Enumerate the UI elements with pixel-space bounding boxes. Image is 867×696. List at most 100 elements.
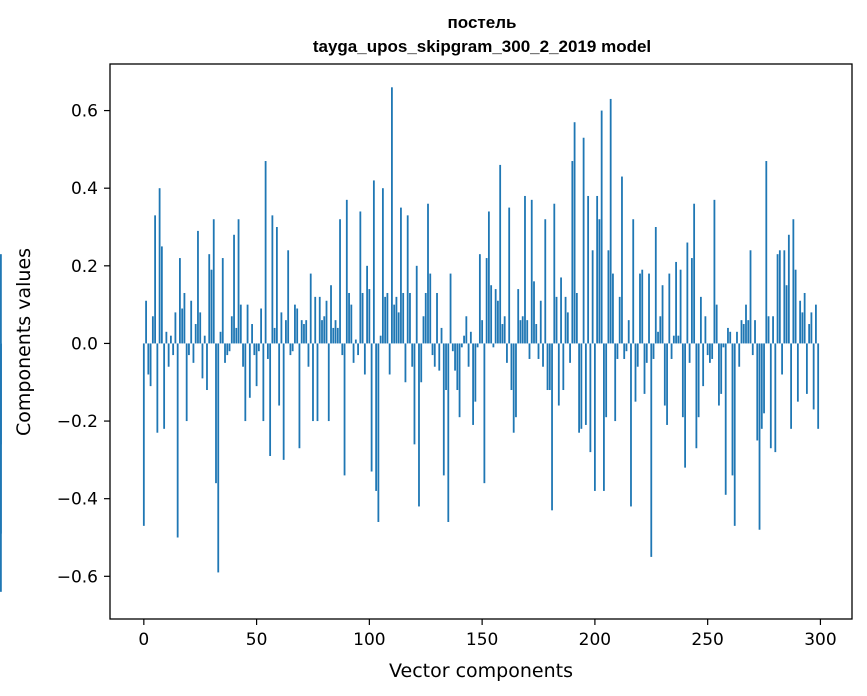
bar	[273, 327, 276, 344]
bar	[194, 324, 197, 344]
bar	[368, 289, 371, 344]
bar	[699, 296, 702, 344]
x-tick-label: 50	[246, 630, 268, 650]
chart-title: постель	[448, 13, 517, 32]
bar	[440, 327, 443, 344]
bar	[463, 335, 465, 344]
bar	[596, 195, 599, 344]
bar	[345, 199, 348, 344]
bar	[474, 343, 477, 402]
bar	[551, 343, 553, 511]
bar	[160, 246, 163, 344]
bar	[449, 273, 452, 344]
bar	[291, 343, 294, 352]
bar	[765, 161, 768, 344]
bar	[760, 343, 763, 429]
bar	[648, 273, 650, 344]
bar	[693, 203, 696, 344]
bar	[690, 258, 693, 344]
bar	[616, 343, 619, 359]
bar	[427, 203, 429, 344]
bar	[555, 296, 558, 344]
bar	[645, 343, 648, 363]
bar	[686, 242, 689, 344]
x-axis-ticks: 0 50 100 150 200 250 300	[138, 619, 837, 650]
bar	[307, 343, 310, 367]
bar	[609, 98, 612, 344]
bar	[817, 343, 820, 429]
bar	[503, 316, 506, 344]
bar	[517, 289, 520, 344]
bar	[724, 343, 727, 495]
bar	[501, 324, 504, 344]
bar	[350, 304, 353, 344]
bar	[815, 304, 817, 344]
bar	[589, 343, 592, 453]
bar	[573, 122, 576, 344]
bar	[287, 250, 290, 344]
bar	[275, 227, 278, 344]
bar	[490, 285, 493, 344]
bar	[810, 312, 813, 344]
bar	[740, 320, 743, 344]
bar	[720, 343, 723, 394]
bar	[659, 316, 662, 344]
bar	[542, 343, 544, 367]
bar	[257, 343, 260, 352]
bar	[145, 300, 147, 344]
bar	[634, 343, 637, 402]
bar	[244, 343, 247, 422]
bar	[219, 331, 222, 344]
bar	[603, 343, 605, 491]
bar	[438, 343, 441, 371]
bar	[0, 254, 2, 344]
bar	[203, 335, 206, 344]
bar	[627, 320, 630, 344]
bar	[395, 296, 398, 344]
bar	[190, 300, 193, 344]
bar	[695, 343, 698, 449]
bar	[422, 316, 425, 344]
bar	[790, 343, 792, 429]
bar	[803, 292, 806, 344]
bar	[485, 258, 488, 344]
x-tick-label: 150	[466, 630, 498, 650]
bar	[309, 273, 312, 344]
bar	[747, 320, 750, 344]
bar	[598, 219, 601, 344]
bar	[487, 211, 490, 344]
bar	[454, 343, 456, 371]
bar	[318, 296, 321, 344]
bar	[467, 343, 470, 367]
bar	[681, 343, 684, 418]
bar	[607, 250, 610, 344]
bar	[361, 292, 364, 344]
x-tick-label: 200	[579, 630, 611, 650]
bar	[593, 343, 596, 491]
bar	[749, 250, 752, 344]
bar	[305, 320, 308, 344]
x-tick-label: 250	[691, 630, 723, 650]
bar	[562, 343, 565, 391]
bar	[591, 250, 594, 344]
y-tick-label: 0.4	[71, 179, 98, 199]
bar	[210, 269, 213, 344]
chart-subtitle: tayga_upos_skipgram_300_2_2019 model	[313, 37, 651, 56]
bar	[483, 343, 486, 484]
bar	[715, 304, 718, 344]
bar	[167, 343, 170, 367]
bar	[618, 296, 621, 344]
bar	[663, 343, 666, 406]
bar	[339, 219, 341, 344]
bar	[515, 343, 517, 418]
bar	[201, 343, 204, 379]
bar	[587, 195, 590, 344]
bar	[497, 300, 499, 344]
y-tick-label: 0.0	[71, 334, 98, 354]
bar	[544, 219, 547, 344]
bar	[805, 343, 808, 394]
bar	[296, 308, 299, 344]
bar	[348, 292, 350, 344]
bar	[230, 316, 233, 344]
